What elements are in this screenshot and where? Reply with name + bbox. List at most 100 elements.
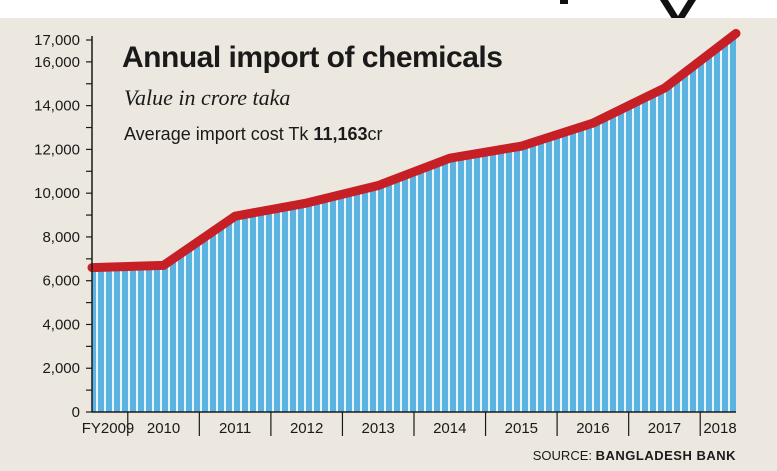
area-stripe: [360, 40, 362, 412]
source-prefix: SOURCE:: [533, 448, 596, 463]
y-tick-label: 17,000: [34, 32, 80, 49]
average-cost-suffix: cr: [367, 124, 382, 144]
area-stripe: [288, 40, 290, 412]
area-stripe: [592, 40, 594, 412]
area-fill: [92, 33, 736, 413]
y-tick-label: 14,000: [34, 98, 80, 115]
area-stripe: [488, 40, 490, 412]
area-stripe: [688, 40, 690, 412]
y-tick-label: 10,000: [34, 185, 80, 202]
area-stripe: [336, 40, 338, 412]
area-stripe: [232, 40, 234, 412]
area-stripe: [608, 40, 610, 412]
area-stripe: [512, 40, 514, 412]
area-stripe: [720, 40, 722, 412]
cropped-headline-fragment: [0, 0, 777, 22]
area-stripe: [432, 40, 434, 412]
area-stripe: [368, 40, 370, 412]
x-tick-label: 2010: [147, 420, 180, 437]
area-stripe: [560, 40, 562, 412]
area-stripe: [248, 40, 250, 412]
area-stripe: [640, 40, 642, 412]
area-stripe: [392, 40, 394, 412]
data-points: [91, 33, 737, 268]
area-stripe: [120, 40, 122, 412]
y-tick-label: 0: [72, 404, 80, 421]
area-stripe: [528, 40, 530, 412]
area-stripe: [664, 40, 666, 412]
chart-subtitle: Value in crore taka: [124, 85, 290, 110]
area-stripe: [576, 40, 578, 412]
area-stripe: [536, 40, 538, 412]
area-stripe: [344, 40, 346, 412]
area-stripe: [440, 40, 442, 412]
area-stripe: [280, 40, 282, 412]
area-stripe: [240, 40, 242, 412]
x-axis-ticks: FY2009 2010 2011 2012 2013 2014 2015 2016 2017 20…: [82, 412, 737, 437]
area-stripe: [704, 40, 706, 412]
x-tick-label: 2013: [362, 420, 395, 437]
average-cost-note: Average import cost Tk 11,163cr: [124, 124, 382, 144]
area-stripe: [552, 40, 554, 412]
area-stripe: [96, 40, 98, 412]
x-tick-label: 2014: [433, 420, 466, 437]
average-cost-prefix: Average import cost Tk: [124, 124, 313, 144]
area-stripe: [416, 40, 418, 412]
area-stripe: [656, 40, 658, 412]
area-stripe: [272, 40, 274, 412]
y-tick-label: 8,000: [42, 229, 80, 246]
y-axis-ticks: 0 2,000 4,000 6,000 8,000 10,000 12,000 14,000 1…: [34, 32, 92, 421]
y-tick-label: 6,000: [42, 273, 80, 290]
cropped-headline-shape: [560, 0, 696, 22]
area-stripe: [424, 40, 426, 412]
y-tick-label: 12,000: [34, 141, 80, 158]
area-stripe: [584, 40, 586, 412]
area-stripe: [480, 40, 482, 412]
area-stripe: [296, 40, 298, 412]
average-cost-value: 11,163: [313, 124, 367, 144]
area-stripe: [464, 40, 466, 412]
area-chart: 0 2,000 4,000 6,000 8,000 10,000 12,000 14,000 1…: [34, 28, 741, 463]
x-tick-label: FY2009: [82, 420, 135, 437]
area-stripe: [672, 40, 674, 412]
area-stripe: [304, 40, 306, 412]
area-stripe: [376, 40, 378, 412]
area-stripe: [448, 40, 450, 412]
chart-title: Annual import of chemicals: [122, 41, 502, 74]
area-stripe: [496, 40, 498, 412]
area-stripe: [648, 40, 650, 412]
source-name: BANGLADESH BANK: [596, 448, 737, 463]
area-stripe: [320, 40, 322, 412]
area-stripe: [568, 40, 570, 412]
x-tick-label: 2018: [703, 420, 736, 437]
y-tick-label: 2,000: [42, 360, 80, 377]
x-tick-label: 2016: [576, 420, 609, 437]
area-stripe: [456, 40, 458, 412]
y-tick-label: 4,000: [42, 316, 80, 333]
x-tick-label: 2017: [648, 420, 681, 437]
area-stripe: [696, 40, 698, 412]
area-stripe: [104, 40, 106, 412]
area-stripe: [112, 40, 114, 412]
source-credit: SOURCE: BANGLADESH BANK: [533, 448, 736, 463]
area-stripe: [544, 40, 546, 412]
area-stripe: [624, 40, 626, 412]
y-tick-label: 16,000: [34, 54, 80, 71]
area-stripe: [384, 40, 386, 412]
x-tick-label: 2011: [219, 420, 251, 437]
area-stripe: [328, 40, 330, 412]
area-stripe: [400, 40, 402, 412]
chart-panel: 0 2,000 4,000 6,000 8,000 10,000 12,000 14,000 1…: [0, 18, 777, 471]
x-tick-label: 2012: [290, 420, 323, 437]
area-stripe: [728, 40, 730, 412]
area-stripe: [616, 40, 618, 412]
area-stripe: [264, 40, 266, 412]
area-stripe: [256, 40, 258, 412]
area-stripe: [520, 40, 522, 412]
area-stripe: [504, 40, 506, 412]
area-stripe: [680, 40, 682, 412]
area-stripe: [352, 40, 354, 412]
area-stripe: [472, 40, 474, 412]
x-tick-label: 2015: [505, 420, 538, 437]
area-stripe: [632, 40, 634, 412]
